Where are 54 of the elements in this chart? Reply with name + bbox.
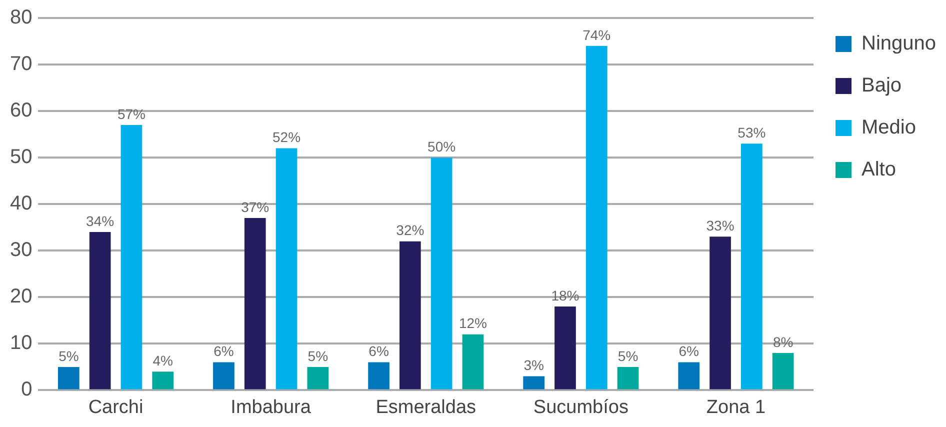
y-tick-label: 40 (10, 192, 32, 215)
bar (678, 362, 700, 390)
y-tick-label: 30 (10, 239, 32, 262)
data-label: 52% (272, 129, 301, 146)
bar (307, 366, 329, 390)
data-label: 34% (86, 212, 114, 229)
bar (58, 366, 80, 390)
y-tick-label: 0 (21, 378, 32, 401)
bar (772, 352, 794, 390)
bar (244, 218, 266, 390)
data-label: 4% (152, 352, 173, 368)
data-label: 50% (428, 138, 456, 154)
x-tick-label: Carchi (88, 396, 144, 418)
data-label: 6% (368, 343, 389, 360)
bar (523, 376, 544, 390)
x-tick-label: Zona 1 (706, 396, 766, 418)
bar (740, 144, 762, 390)
legend-label: Ninguno (862, 32, 936, 55)
legend-label: Bajo (862, 74, 902, 97)
bar (430, 158, 452, 390)
x-tick-label: Esmeraldas (376, 396, 476, 418)
bar (554, 306, 576, 390)
bar (120, 125, 142, 390)
x-tick-label: Imbabura (230, 396, 312, 418)
bar (710, 236, 731, 390)
y-tick-label: 60 (10, 100, 32, 122)
bar (89, 232, 111, 390)
data-label: 6% (678, 343, 699, 360)
y-tick-label: 70 (10, 53, 32, 76)
bar (152, 372, 174, 390)
data-label: 6% (214, 343, 234, 360)
bar (213, 362, 234, 390)
data-label: 32% (396, 222, 424, 238)
data-label: 5% (58, 348, 79, 364)
data-label: 3% (524, 357, 544, 374)
legend-label: Medio (862, 116, 916, 139)
data-label: 5% (308, 348, 328, 364)
data-label: 5% (618, 348, 638, 364)
x-tick-label: Sucumbíos (533, 396, 628, 418)
bar (586, 46, 608, 390)
data-label: 12% (458, 315, 487, 332)
bar (617, 366, 639, 390)
bar (400, 241, 421, 390)
bar (462, 334, 484, 390)
data-label: 74% (582, 26, 611, 43)
bar (368, 362, 390, 390)
y-tick-label: 50 (10, 146, 32, 168)
legend-label: Alto (862, 158, 896, 181)
data-label: 33% (706, 218, 734, 234)
y-tick-label: 10 (10, 332, 32, 354)
y-tick-label: 80 (10, 6, 32, 29)
bar (276, 148, 298, 390)
data-label: 53% (738, 124, 766, 140)
y-tick-label: 20 (10, 286, 32, 308)
